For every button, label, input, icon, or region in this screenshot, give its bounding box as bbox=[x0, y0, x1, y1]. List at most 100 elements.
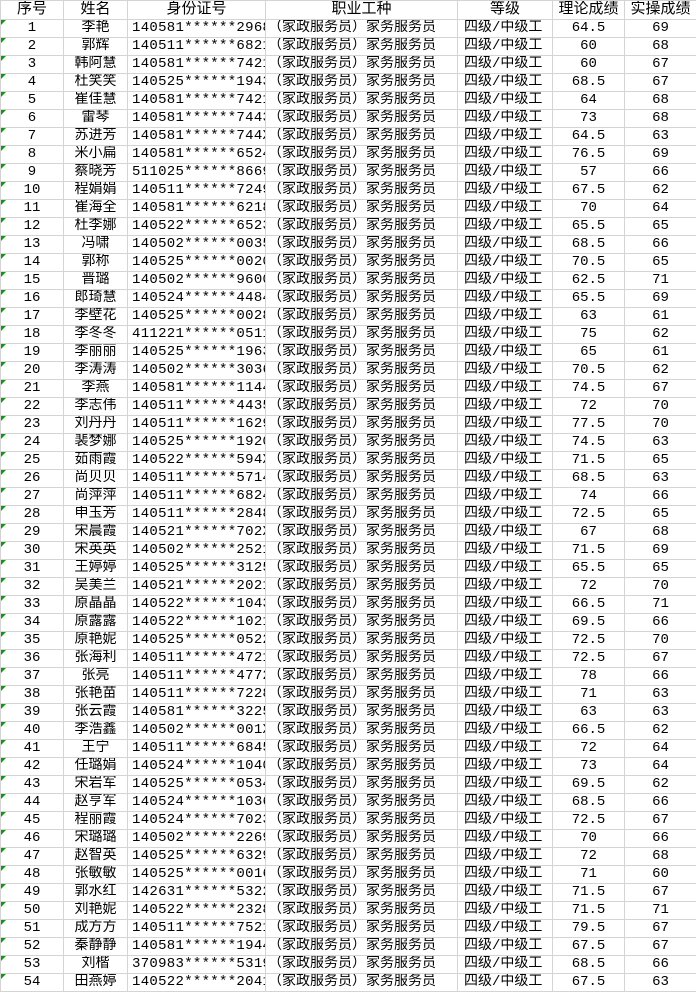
cell-level[interactable]: 四级/中级工 bbox=[458, 272, 553, 290]
cell-level[interactable]: 四级/中级工 bbox=[458, 596, 553, 614]
cell-theory[interactable]: 57 bbox=[553, 164, 625, 182]
cell-name[interactable]: 宋英英 bbox=[64, 542, 128, 560]
cell-level[interactable]: 四级/中级工 bbox=[458, 722, 553, 740]
cell-practice[interactable]: 67 bbox=[625, 920, 696, 938]
cell-name[interactable]: 郎琦慧 bbox=[64, 290, 128, 308]
cell-no[interactable]: 37 bbox=[1, 668, 64, 686]
cell-job[interactable]: （家政服务员）家务服务员 bbox=[266, 200, 458, 218]
cell-name[interactable]: 刘艳妮 bbox=[64, 902, 128, 920]
cell-job[interactable]: （家政服务员）家务服务员 bbox=[266, 290, 458, 308]
cell-practice[interactable]: 65 bbox=[625, 254, 696, 272]
cell-no[interactable]: 39 bbox=[1, 704, 64, 722]
cell-name[interactable]: 李冬冬 bbox=[64, 326, 128, 344]
cell-no[interactable]: 3 bbox=[1, 56, 64, 74]
cell-level[interactable]: 四级/中级工 bbox=[458, 218, 553, 236]
cell-theory[interactable]: 66.5 bbox=[553, 596, 625, 614]
cell-id[interactable]: 140525******1943 bbox=[128, 74, 266, 92]
cell-theory[interactable]: 68.5 bbox=[553, 956, 625, 974]
cell-no[interactable]: 7 bbox=[1, 128, 64, 146]
cell-job[interactable]: （家政服务员）家务服务员 bbox=[266, 92, 458, 110]
cell-job[interactable]: （家政服务员）家务服务员 bbox=[266, 956, 458, 974]
cell-theory[interactable]: 62.5 bbox=[553, 272, 625, 290]
cell-id[interactable]: 411221******0511 bbox=[128, 326, 266, 344]
cell-job[interactable]: （家政服务员）家务服务员 bbox=[266, 650, 458, 668]
cell-id[interactable]: 140511******7521 bbox=[128, 920, 266, 938]
cell-job[interactable]: （家政服务员）家务服务员 bbox=[266, 848, 458, 866]
cell-theory[interactable]: 76.5 bbox=[553, 146, 625, 164]
header-id[interactable]: 身份证号 bbox=[128, 1, 266, 20]
cell-name[interactable]: 王婷婷 bbox=[64, 560, 128, 578]
cell-name[interactable]: 张艳苗 bbox=[64, 686, 128, 704]
cell-name[interactable]: 崔佳慧 bbox=[64, 92, 128, 110]
cell-id[interactable]: 140502******2269 bbox=[128, 830, 266, 848]
cell-practice[interactable]: 63 bbox=[625, 434, 696, 452]
cell-level[interactable]: 四级/中级工 bbox=[458, 866, 553, 884]
cell-practice[interactable]: 62 bbox=[625, 362, 696, 380]
cell-practice[interactable]: 66 bbox=[625, 956, 696, 974]
cell-id[interactable]: 140525******0016 bbox=[128, 866, 266, 884]
cell-level[interactable]: 四级/中级工 bbox=[458, 38, 553, 56]
cell-theory[interactable]: 60 bbox=[553, 56, 625, 74]
cell-theory[interactable]: 72.5 bbox=[553, 632, 625, 650]
cell-name[interactable]: 宋岩军 bbox=[64, 776, 128, 794]
cell-practice[interactable]: 67 bbox=[625, 938, 696, 956]
cell-level[interactable]: 四级/中级工 bbox=[458, 830, 553, 848]
cell-practice[interactable]: 66 bbox=[625, 830, 696, 848]
cell-level[interactable]: 四级/中级工 bbox=[458, 542, 553, 560]
cell-name[interactable]: 程丽霞 bbox=[64, 812, 128, 830]
cell-job[interactable]: （家政服务员）家务服务员 bbox=[266, 902, 458, 920]
cell-job[interactable]: （家政服务员）家务服务员 bbox=[266, 884, 458, 902]
cell-job[interactable]: （家政服务员）家务服务员 bbox=[266, 272, 458, 290]
cell-id[interactable]: 140525******6329 bbox=[128, 848, 266, 866]
cell-no[interactable]: 25 bbox=[1, 452, 64, 470]
cell-level[interactable]: 四级/中级工 bbox=[458, 812, 553, 830]
cell-practice[interactable]: 69 bbox=[625, 146, 696, 164]
cell-id[interactable]: 140524******7023 bbox=[128, 812, 266, 830]
cell-practice[interactable]: 62 bbox=[625, 182, 696, 200]
cell-job[interactable]: （家政服务员）家务服务员 bbox=[266, 20, 458, 38]
cell-id[interactable]: 140525******0020 bbox=[128, 254, 266, 272]
cell-job[interactable]: （家政服务员）家务服务员 bbox=[266, 632, 458, 650]
cell-job[interactable]: （家政服务员）家务服务员 bbox=[266, 578, 458, 596]
cell-job[interactable]: （家政服务员）家务服务员 bbox=[266, 974, 458, 992]
cell-level[interactable]: 四级/中级工 bbox=[458, 668, 553, 686]
cell-no[interactable]: 43 bbox=[1, 776, 64, 794]
cell-name[interactable]: 李艳 bbox=[64, 20, 128, 38]
cell-theory[interactable]: 64.5 bbox=[553, 20, 625, 38]
cell-name[interactable]: 郭水红 bbox=[64, 884, 128, 902]
cell-name[interactable]: 程娟娟 bbox=[64, 182, 128, 200]
cell-practice[interactable]: 71 bbox=[625, 902, 696, 920]
cell-id[interactable]: 140521******702X bbox=[128, 524, 266, 542]
cell-id[interactable]: 140502******001X bbox=[128, 722, 266, 740]
cell-job[interactable]: （家政服务员）家务服务员 bbox=[266, 236, 458, 254]
cell-level[interactable]: 四级/中级工 bbox=[458, 632, 553, 650]
cell-id[interactable]: 140511******1629 bbox=[128, 416, 266, 434]
cell-level[interactable]: 四级/中级工 bbox=[458, 236, 553, 254]
cell-practice[interactable]: 68 bbox=[625, 524, 696, 542]
cell-name[interactable]: 杜李娜 bbox=[64, 218, 128, 236]
cell-name[interactable]: 李壁花 bbox=[64, 308, 128, 326]
cell-theory[interactable]: 72.5 bbox=[553, 506, 625, 524]
cell-level[interactable]: 四级/中级工 bbox=[458, 326, 553, 344]
cell-id[interactable]: 140525******0534 bbox=[128, 776, 266, 794]
cell-job[interactable]: （家政服务员）家务服务员 bbox=[266, 524, 458, 542]
cell-job[interactable]: （家政服务员）家务服务员 bbox=[266, 164, 458, 182]
cell-job[interactable]: （家政服务员）家务服务员 bbox=[266, 146, 458, 164]
cell-id[interactable]: 140511******4772 bbox=[128, 668, 266, 686]
cell-name[interactable]: 赵智英 bbox=[64, 848, 128, 866]
cell-name[interactable]: 崔海全 bbox=[64, 200, 128, 218]
cell-practice[interactable]: 66 bbox=[625, 614, 696, 632]
cell-practice[interactable]: 63 bbox=[625, 704, 696, 722]
cell-level[interactable]: 四级/中级工 bbox=[458, 902, 553, 920]
cell-practice[interactable]: 62 bbox=[625, 776, 696, 794]
cell-level[interactable]: 四级/中级工 bbox=[458, 938, 553, 956]
cell-practice[interactable]: 64 bbox=[625, 740, 696, 758]
cell-theory[interactable]: 68.5 bbox=[553, 794, 625, 812]
cell-name[interactable]: 张敏敏 bbox=[64, 866, 128, 884]
cell-job[interactable]: （家政服务员）家务服务员 bbox=[266, 866, 458, 884]
cell-theory[interactable]: 71 bbox=[553, 686, 625, 704]
cell-id[interactable]: 140522******594X bbox=[128, 452, 266, 470]
cell-practice[interactable]: 67 bbox=[625, 56, 696, 74]
cell-job[interactable]: （家政服务员）家务服务员 bbox=[266, 254, 458, 272]
cell-level[interactable]: 四级/中级工 bbox=[458, 776, 553, 794]
